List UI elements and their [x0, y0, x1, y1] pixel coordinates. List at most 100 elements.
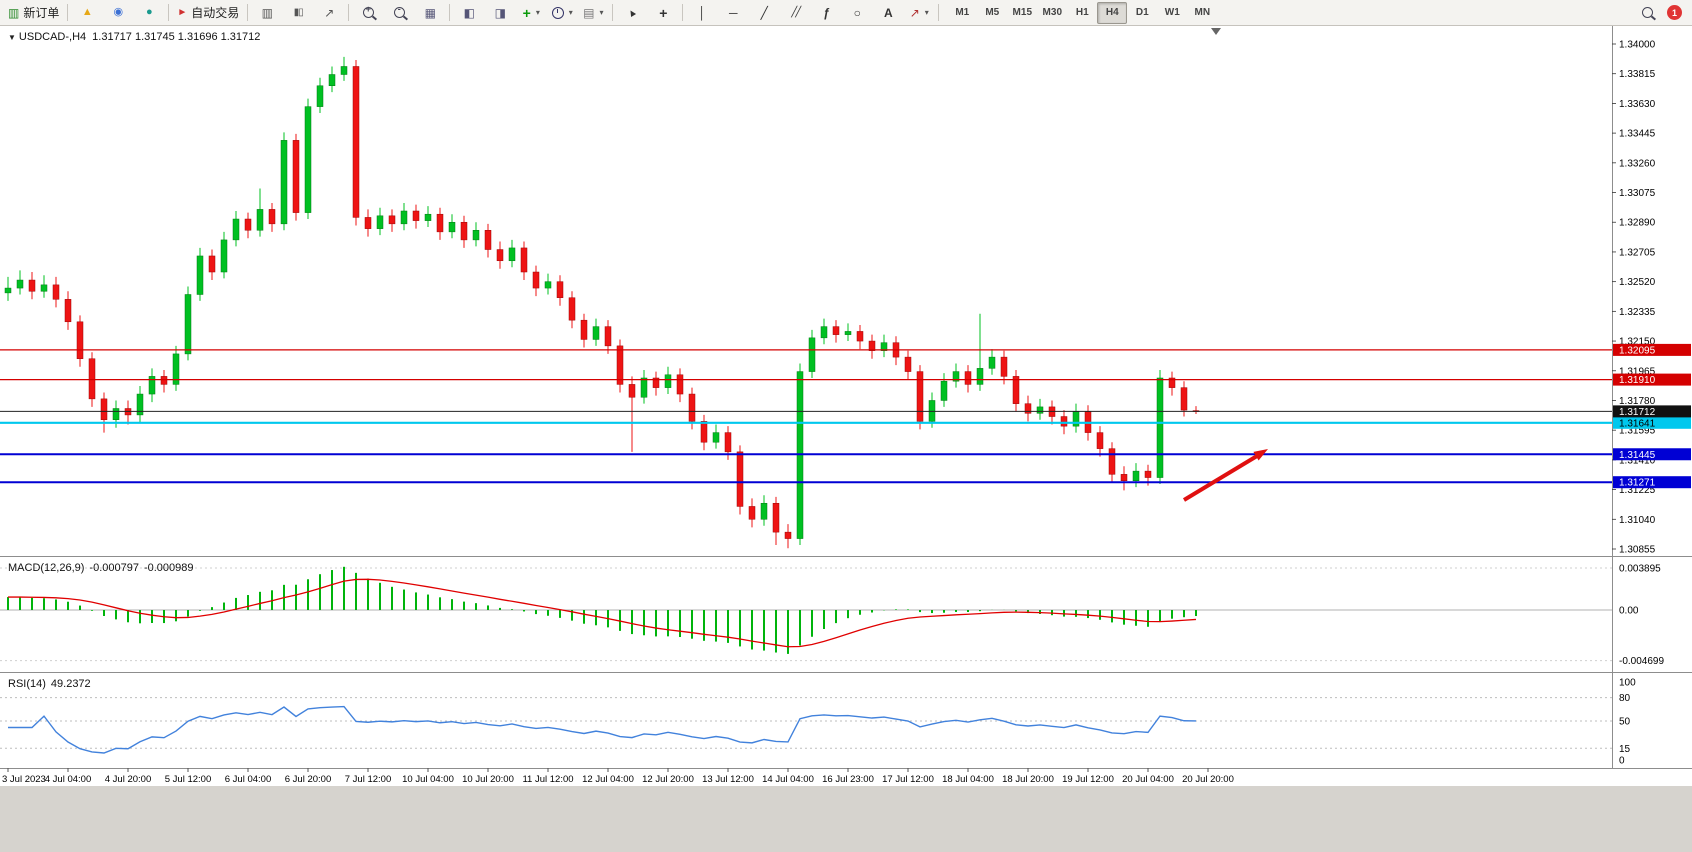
chart-window-icon: ◧	[463, 5, 475, 20]
template-button[interactable]: ▤ ▾	[578, 1, 608, 25]
candle-body	[448, 221, 456, 233]
tile-windows-button[interactable]: ▦	[415, 1, 445, 25]
timeframe-H1[interactable]: H1	[1075, 7, 1089, 18]
candle-body	[328, 74, 336, 86]
horizontal-line-icon: ─	[729, 5, 738, 20]
candle-body	[436, 213, 444, 233]
candle-body	[784, 531, 792, 539]
candle-body	[1144, 470, 1152, 478]
candle-body	[688, 393, 696, 422]
shapes-button[interactable]: ○	[842, 1, 872, 25]
chart-shift-marker[interactable]	[1211, 28, 1221, 35]
candle-body	[592, 326, 600, 340]
candle-body	[760, 502, 768, 520]
cursor-button[interactable]: ▲	[617, 1, 647, 25]
price-axis-label: 1.31225	[1619, 485, 1656, 496]
candle-body	[220, 239, 228, 273]
timeframe-MN[interactable]: MN	[1194, 7, 1211, 18]
profile-button[interactable]: ◉	[103, 1, 133, 25]
arrows-tool-button[interactable]: ↗ ▾	[904, 1, 934, 25]
time-axis-label: 12 Jul 20:00	[642, 774, 694, 785]
toolbar-separator	[247, 4, 249, 21]
candle-body	[868, 340, 876, 351]
trend-arrow-head[interactable]	[1253, 449, 1268, 461]
toolbar-separator	[348, 4, 350, 21]
chevron-down-icon: ▾	[535, 7, 540, 17]
candle-body	[376, 215, 384, 229]
trendline-button[interactable]: ╱	[749, 1, 779, 25]
timeframe-M1[interactable]: M1	[955, 7, 970, 18]
candle-body	[424, 213, 432, 221]
fibonacci-button[interactable]: ƒ	[811, 1, 841, 25]
candle-body	[196, 255, 204, 295]
time-axis-label: 5 Jul 12:00	[165, 774, 211, 785]
data-window-icon: ◨	[494, 5, 506, 20]
crosshair-icon: +	[659, 4, 668, 21]
chart-window-button[interactable]: ◧	[454, 1, 484, 25]
candle-body	[628, 384, 636, 398]
candle-body	[364, 217, 372, 229]
candle-body	[412, 210, 420, 221]
channel-button[interactable]: ╱╱	[780, 1, 810, 25]
candle-body	[64, 299, 72, 323]
period-button[interactable]: ▾	[547, 1, 577, 25]
search-button[interactable]	[1632, 1, 1662, 25]
candle-body	[472, 230, 480, 241]
bar-chart-button[interactable]: ▥	[252, 1, 282, 25]
candle-body	[1000, 356, 1008, 377]
vertical-line-button[interactable]: │	[687, 1, 717, 25]
timeframe-H4[interactable]: H4	[1097, 1, 1128, 24]
price-tag-label: 1.31445	[1619, 450, 1656, 461]
candle-body	[172, 353, 180, 385]
price-tag	[1613, 476, 1691, 489]
candle-body	[148, 376, 156, 395]
rsi-panel: 100 80 50 150	[0, 678, 1636, 767]
price-axis-label: 1.33445	[1619, 129, 1656, 140]
timeframe-D1[interactable]: D1	[1135, 7, 1149, 18]
data-window-button[interactable]: ◨	[485, 1, 515, 25]
time-axis-label: 10 Jul 04:00	[402, 774, 454, 785]
notification-badge[interactable]: 1	[1667, 5, 1682, 20]
horizontal-line-button[interactable]: ─	[718, 1, 748, 25]
community-button[interactable]: ●	[134, 1, 164, 25]
time-axis-label: 14 Jul 04:00	[762, 774, 814, 785]
timeframe-M15[interactable]: M15	[1012, 7, 1032, 18]
rsi-axis-label: 15	[1619, 744, 1631, 755]
toolbar-separator	[449, 4, 451, 21]
candle-body	[940, 380, 948, 401]
trend-arrow[interactable]	[1182, 454, 1259, 502]
candle-body	[664, 374, 672, 388]
timeframe-W1[interactable]: W1	[1164, 7, 1180, 18]
line-chart-button[interactable]: ↗	[314, 1, 344, 25]
price-axis-label: 1.31595	[1619, 426, 1656, 437]
time-axis-label: 17 Jul 12:00	[882, 774, 934, 785]
price-axis-label: 1.32520	[1619, 277, 1656, 288]
zoom-in-button[interactable]: +	[353, 1, 383, 25]
timeframe-M5[interactable]: M5	[985, 7, 1000, 18]
timeframe-M30[interactable]: M30	[1042, 7, 1062, 18]
price-axis[interactable]: 1.34000 1.33815 1.33630 1.33445 1.33260 1.330…	[1612, 40, 1691, 556]
new-order-button[interactable]: ▥ 新订单	[4, 1, 63, 25]
candle-body	[460, 221, 468, 241]
price-axis-label: 1.31965	[1619, 366, 1656, 377]
rsi-axis-label: 0	[1619, 756, 1625, 767]
candle-body	[208, 255, 216, 273]
candle-body	[676, 374, 684, 395]
text-button[interactable]: A	[873, 1, 903, 25]
crosshair-button[interactable]: +	[648, 1, 678, 25]
chart-canvas[interactable]: 1.34000 1.33815 1.33630 1.33445 1.33260 1.330…	[0, 26, 1692, 786]
candlestick-chart-button[interactable]: ▮▯	[283, 1, 313, 25]
text-icon: A	[883, 5, 893, 20]
candle-body	[292, 140, 300, 213]
candle-body	[844, 331, 852, 335]
zoom-out-button[interactable]: -	[384, 1, 414, 25]
zoom-out-icon: -	[393, 5, 405, 18]
auto-trading-button[interactable]: ► 自动交易	[173, 1, 243, 25]
rsi-axis-label: 50	[1619, 717, 1631, 728]
macd-axis-label: 0.00	[1619, 606, 1639, 617]
candle-body	[232, 218, 240, 241]
add-indicator-button[interactable]: + ▾	[516, 1, 546, 25]
candle-body	[1036, 406, 1044, 414]
mql-wizard-button[interactable]: ▲	[72, 1, 102, 25]
